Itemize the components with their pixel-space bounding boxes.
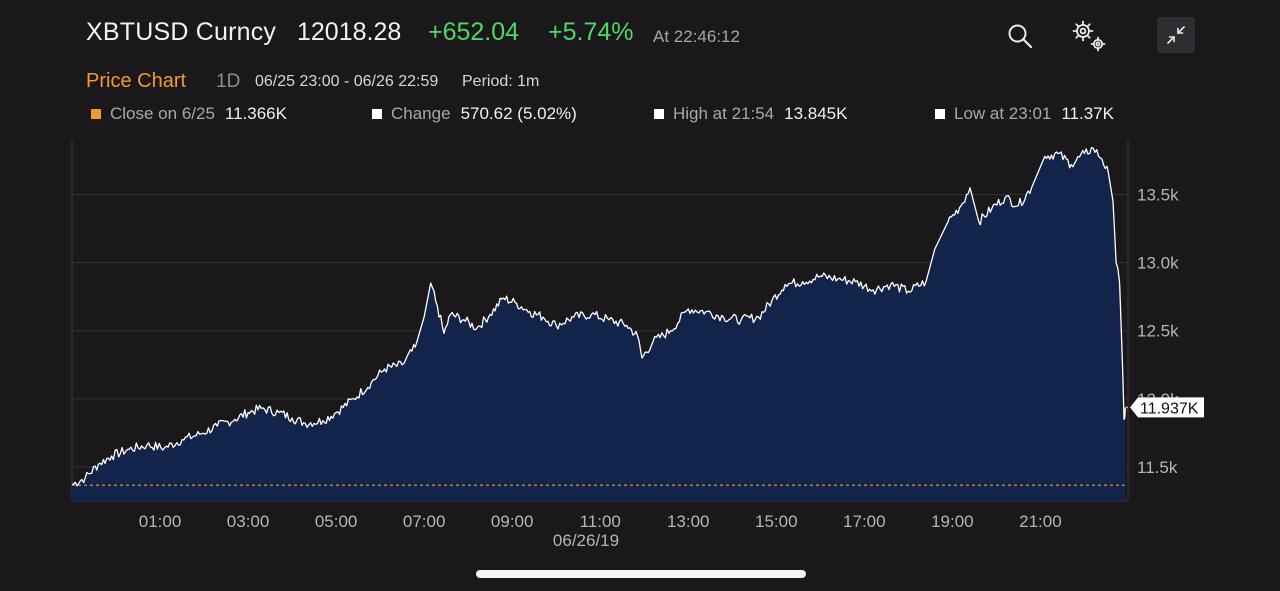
stat-label: Change — [391, 104, 451, 123]
stat-close: Close on 6/25 11.366K — [91, 104, 287, 124]
as-of-time: At 22:46:12 — [653, 27, 740, 46]
chart-subheader: Price Chart 1D 06/25 23:00 - 06/26 22:59… — [0, 70, 1280, 96]
collapse-icon[interactable] — [1157, 17, 1195, 53]
x-tick-label: 17:00 — [843, 512, 886, 531]
y-tick-label: 11.5k — [1137, 458, 1178, 477]
stat-value: 570.62 (5.02%) — [460, 104, 577, 123]
last-price: 12018.28 — [297, 18, 402, 46]
period-label: Period: 1m — [462, 73, 540, 90]
legend-swatch — [372, 109, 382, 119]
stat-label: Close on 6/25 — [110, 104, 215, 123]
x-date-label: 06/26/19 — [553, 531, 619, 550]
last-value-label: 11.937K — [1140, 400, 1199, 417]
legend-swatch — [91, 109, 101, 119]
stats-row: Close on 6/25 11.366K Change 570.62 (5.0… — [0, 104, 1280, 126]
x-tick-label: 05:00 — [315, 512, 358, 531]
x-tick-label: 01:00 — [139, 512, 182, 531]
y-tick-label: 12.5k — [1137, 322, 1179, 341]
stat-value: 11.366K — [224, 104, 287, 123]
stat-label: Low at 23:01 — [954, 104, 1052, 123]
x-tick-label: 19:00 — [931, 512, 974, 531]
x-tick-label: 09:00 — [491, 512, 534, 531]
stat-low: Low at 23:01 11.37K — [935, 104, 1114, 124]
legend-swatch — [654, 109, 664, 119]
price-chart[interactable]: 11.5k12.0k12.5k13.0k13.5k11.937K01:0003:… — [0, 0, 1280, 556]
settings-gears-icon[interactable] — [1066, 14, 1112, 58]
price-area — [72, 147, 1126, 501]
x-tick-label: 03:00 — [227, 512, 270, 531]
search-icon[interactable] — [1002, 18, 1038, 54]
home-indicator[interactable] — [476, 570, 806, 578]
chart-title: Price Chart — [86, 70, 187, 92]
y-tick-label: 13.5k — [1137, 185, 1179, 204]
x-tick-label: 13:00 — [667, 512, 710, 531]
stat-value: 13.845K — [784, 104, 848, 123]
x-tick-label: 15:00 — [755, 512, 798, 531]
net-change: +652.04 — [428, 18, 520, 46]
stat-change: Change 570.62 (5.02%) — [372, 104, 577, 124]
percent-change: +5.74% — [548, 18, 634, 46]
range-selector[interactable]: 1D — [216, 71, 241, 92]
stat-high: High at 21:54 13.845K — [654, 104, 847, 124]
date-range: 06/25 23:00 - 06/26 22:59 — [255, 73, 439, 90]
last-value-tag — [1130, 397, 1204, 418]
x-tick-label: 07:00 — [403, 512, 446, 531]
x-tick-label: 21:00 — [1019, 512, 1062, 531]
price-line — [71, 146, 1127, 487]
x-tick-label: 11:00 — [580, 512, 621, 531]
stat-label: High at 21:54 — [673, 104, 775, 123]
ticker-name: XBTUSD Curncy — [86, 18, 277, 46]
legend-swatch — [935, 109, 945, 119]
y-tick-label: 13.0k — [1137, 254, 1179, 273]
stat-value: 11.37K — [1061, 104, 1114, 123]
quote-header: XBTUSD Curncy 12018.28 +652.04 +5.74% At… — [0, 0, 1280, 70]
